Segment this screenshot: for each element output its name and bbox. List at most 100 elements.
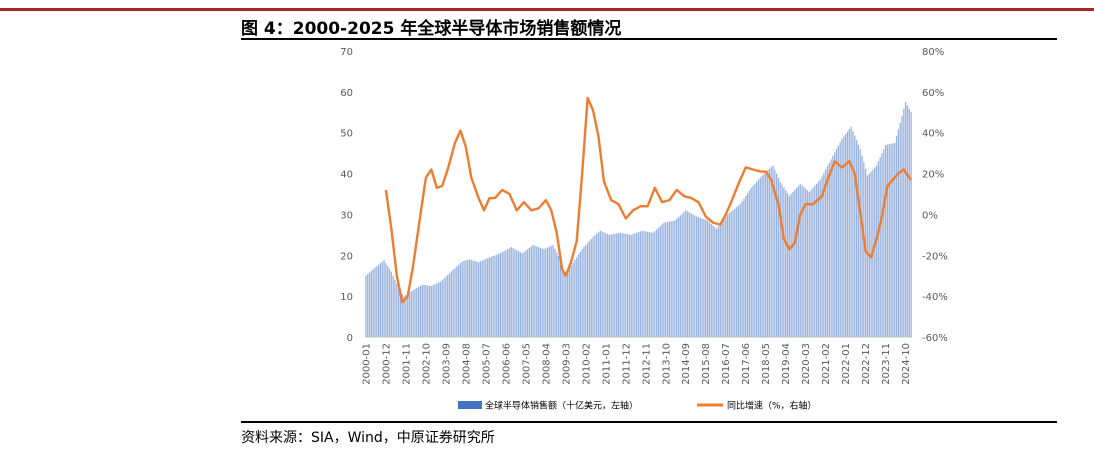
- y-right-tick-label: -40%: [922, 292, 948, 303]
- bar: [637, 232, 640, 337]
- bar: [601, 231, 603, 337]
- bar: [557, 255, 560, 337]
- bar: [434, 284, 436, 337]
- bar: [666, 221, 669, 337]
- bar: [735, 207, 738, 337]
- bar: [692, 214, 694, 337]
- bar: [772, 165, 774, 337]
- bar: [383, 260, 385, 337]
- bar: [730, 211, 732, 337]
- bar: [581, 249, 583, 337]
- bar: [877, 161, 880, 337]
- bar: [643, 231, 645, 337]
- bar: [883, 149, 885, 337]
- bar: [794, 189, 796, 337]
- header-accent-line: [0, 8, 1094, 11]
- bar: [795, 187, 798, 337]
- bar: [799, 183, 801, 337]
- bar: [681, 213, 683, 337]
- bar: [803, 187, 805, 337]
- bar: [674, 220, 676, 337]
- bar: [686, 211, 689, 337]
- bar: [656, 229, 658, 337]
- bar: [430, 285, 432, 337]
- y-right-tick-label: 20%: [922, 170, 944, 181]
- bar: [710, 223, 712, 337]
- bar: [536, 246, 538, 337]
- line-series-growth: [384, 96, 912, 304]
- bar: [563, 273, 565, 337]
- bar: [528, 247, 531, 337]
- bar: [390, 271, 393, 337]
- bar: [417, 286, 420, 337]
- bar: [734, 208, 736, 337]
- bar: [841, 138, 843, 337]
- bar: [521, 253, 523, 337]
- title-rule: [241, 38, 1057, 40]
- bar: [897, 129, 900, 337]
- bar: [392, 275, 394, 337]
- bar: [592, 236, 594, 337]
- bar: [879, 157, 881, 337]
- source-rule: [241, 421, 1057, 423]
- bar: [501, 252, 503, 337]
- bar: [852, 131, 854, 337]
- bar: [657, 227, 660, 337]
- bar: [706, 220, 709, 337]
- bar: [510, 247, 512, 337]
- y-left-tick-label: 10: [340, 292, 353, 303]
- bar: [370, 270, 373, 337]
- bar: [685, 210, 687, 337]
- bar: [670, 221, 672, 337]
- bar: [525, 250, 527, 337]
- bar: [815, 183, 818, 337]
- bar: [459, 263, 462, 337]
- bar: [646, 231, 649, 337]
- bar: [543, 249, 545, 337]
- bar: [861, 155, 863, 337]
- bar: [559, 259, 562, 337]
- bar: [467, 259, 469, 337]
- bar: [479, 261, 482, 337]
- bar: [808, 191, 810, 337]
- bar: [507, 249, 509, 337]
- bar: [410, 291, 412, 337]
- bar: [639, 231, 641, 337]
- bar: [715, 228, 718, 337]
- y-left-tick-label: 50: [340, 129, 353, 140]
- bar: [550, 245, 552, 337]
- bar: [621, 233, 623, 337]
- chart-legend: 全球半导体销售额（十亿美元，左轴） 同比增速（%，右轴）: [458, 400, 817, 412]
- x-tick-label: 2008-04: [541, 343, 552, 385]
- x-tick-label: 2006-06: [501, 343, 512, 385]
- bar: [892, 143, 894, 337]
- y-left-tick-label: 30: [340, 210, 353, 221]
- y-right-tick-label: 60%: [922, 88, 944, 99]
- bar: [425, 285, 427, 337]
- y-right-axis: -60% -40% -20% 0% 20% 40% 60% 80%: [922, 47, 948, 344]
- bar: [839, 142, 841, 337]
- x-tick-label: 2021-02: [821, 343, 832, 385]
- bar: [688, 212, 691, 337]
- bar: [797, 185, 800, 337]
- bar: [746, 193, 749, 337]
- figure-title: 图 4：2000-2025 年全球半导体市场销售额情况: [241, 19, 622, 39]
- bar: [376, 266, 378, 337]
- y-right-tick-label: -60%: [922, 333, 948, 344]
- bar: [763, 173, 765, 337]
- x-tick-label: 2017-06: [741, 343, 752, 385]
- bar: [705, 219, 707, 337]
- bar: [650, 232, 652, 337]
- x-tick-label: 2007-05: [521, 343, 532, 385]
- bar: [632, 234, 634, 337]
- bar: [739, 204, 741, 337]
- bar: [625, 233, 627, 337]
- bar: [814, 185, 816, 337]
- bar: [423, 284, 425, 337]
- bar: [770, 167, 772, 337]
- bar: [754, 183, 756, 337]
- bar: [903, 108, 905, 337]
- bar: [485, 258, 487, 337]
- y-left-tick-label: 70: [340, 47, 353, 58]
